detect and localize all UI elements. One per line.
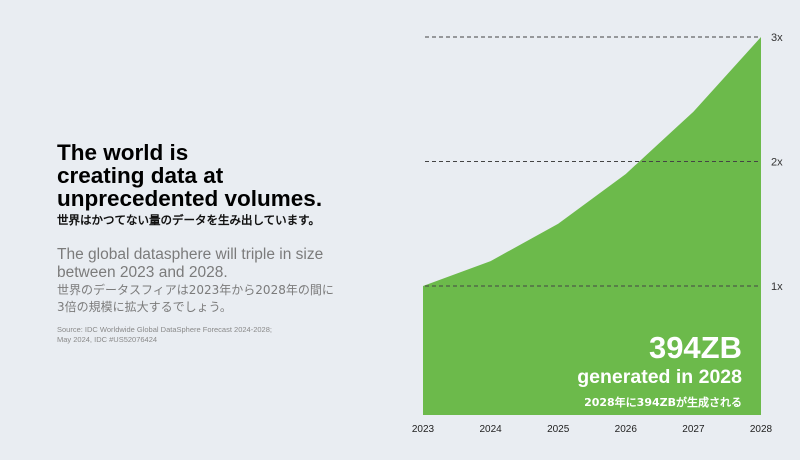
- subtext-jp-line1: 世界のデータスフィアは2023年から2028年の間に: [57, 283, 334, 297]
- source-line1: Source: IDC Worldwide Global DataSphere …: [57, 325, 272, 334]
- x-label: 2024: [479, 424, 502, 435]
- subtext-jp: 世界のデータスフィアは2023年から2028年の間に 3倍の規模に拡大するでしょ…: [57, 282, 387, 316]
- x-label: 2027: [682, 424, 705, 435]
- subtext-line1: The global datasphere will triple in siz…: [57, 246, 324, 263]
- x-label: 2026: [615, 424, 638, 435]
- callout-value: 394ZB: [648, 330, 742, 365]
- y-label: 2x: [771, 157, 783, 169]
- subtext-line2: between 2023 and 2028.: [57, 264, 228, 281]
- subtext-jp-line2: 3倍の規模に拡大するでしょう。: [57, 300, 232, 314]
- source-note: Source: IDC Worldwide Global DataSphere …: [57, 325, 387, 345]
- callout-jp: 2028年に394ZBが生成される: [584, 396, 742, 409]
- source-line2: May 2024, IDC #US52076424: [57, 335, 158, 344]
- headline-line3: unprecedented volumes.: [57, 186, 323, 211]
- area-series: [423, 37, 761, 415]
- headline: The world is creating data at unpreceden…: [57, 141, 387, 210]
- headline-line2: creating data at: [57, 163, 224, 188]
- headline-jp: 世界はかつてない量のデータを生み出しています。: [57, 213, 321, 227]
- y-label: 1x: [771, 281, 783, 293]
- x-label: 2023: [412, 424, 435, 435]
- headline-line1: The world is: [57, 140, 189, 165]
- x-label: 2028: [750, 424, 773, 435]
- callout-label: generated in 2028: [577, 366, 742, 388]
- x-label: 2025: [547, 424, 570, 435]
- y-label: 3x: [771, 32, 783, 44]
- subtext: The global datasphere will triple in siz…: [57, 246, 387, 282]
- text-panel: The world is creating data at unpreceden…: [57, 141, 387, 345]
